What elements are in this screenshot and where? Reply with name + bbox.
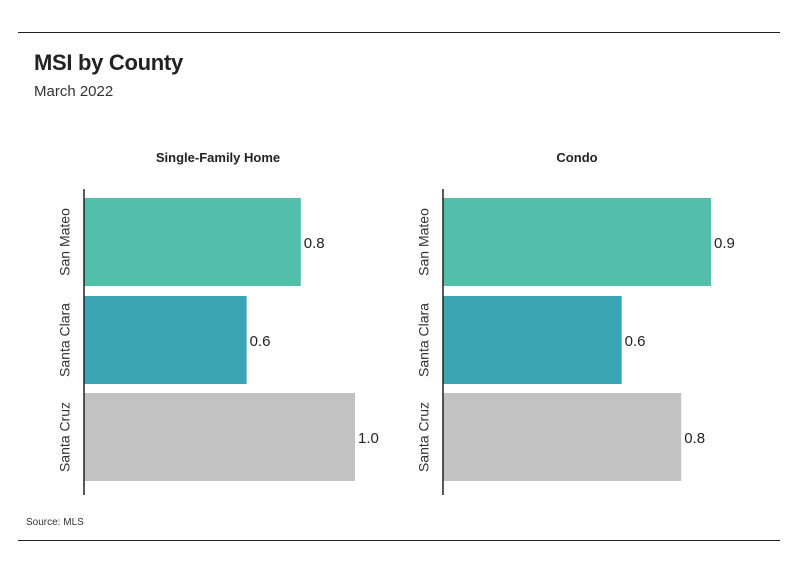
chart-title: MSI by County <box>34 50 183 75</box>
data-label-santa-cruz: 1.0 <box>358 430 379 447</box>
data-label-santa-clara: 0.6 <box>625 333 646 350</box>
bar-santa-cruz <box>443 393 682 481</box>
data-label-santa-cruz: 0.8 <box>684 430 705 447</box>
bar-santa-clara <box>84 296 247 384</box>
bar-san-mateo <box>84 198 301 286</box>
bar-santa-clara <box>443 296 622 384</box>
category-label-san-mateo: San Mateo <box>57 208 73 276</box>
panel-title: Single-Family Home <box>156 150 280 165</box>
data-label-san-mateo: 0.9 <box>714 235 735 252</box>
category-label-santa-clara: Santa Clara <box>416 303 432 377</box>
data-label-san-mateo: 0.8 <box>304 235 325 252</box>
category-label-santa-cruz: Santa Cruz <box>57 402 73 472</box>
bar-santa-cruz <box>84 393 355 481</box>
category-label-santa-cruz: Santa Cruz <box>416 402 432 472</box>
bar-san-mateo <box>443 198 711 286</box>
bottom-rule <box>18 540 780 541</box>
data-label-santa-clara: 0.6 <box>250 333 271 350</box>
category-label-santa-clara: Santa Clara <box>57 303 73 377</box>
source-note: Source: MLS <box>26 517 84 528</box>
chart-subtitle: March 2022 <box>34 83 114 100</box>
panel-condo: Condo 0.9 San Mateo 0.6 Santa Clara 0.8 Santa … <box>416 150 735 495</box>
category-label-san-mateo: San Mateo <box>416 208 432 276</box>
top-rule <box>18 32 780 33</box>
panel-single-family-home: Single-Family Home 0.8 San Mateo 0.6 Santa C… <box>57 150 379 495</box>
panel-title: Condo <box>556 150 597 165</box>
